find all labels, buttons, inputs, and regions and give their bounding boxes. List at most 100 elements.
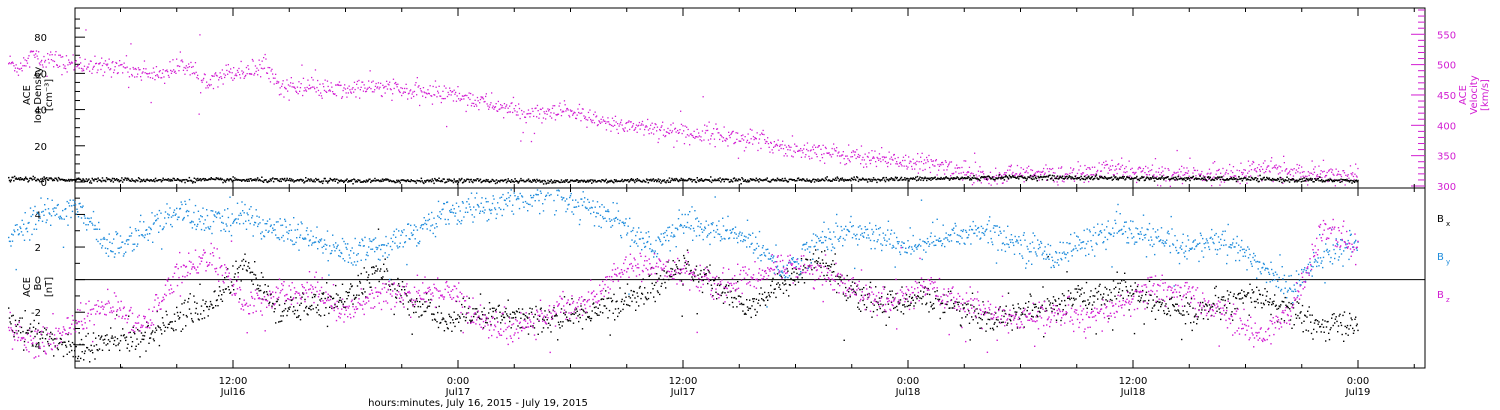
bx-point	[875, 286, 877, 288]
bx-point	[569, 303, 571, 306]
velocity-point	[524, 116, 526, 118]
bx-point	[683, 254, 685, 257]
bx-point	[782, 282, 784, 284]
velocity-point	[202, 79, 204, 81]
density-point	[287, 179, 289, 181]
velocity-point	[302, 94, 304, 97]
density-point	[1262, 177, 1265, 179]
density-point	[1234, 178, 1237, 180]
bx-point	[980, 327, 983, 329]
bx-point	[857, 306, 859, 308]
bx-point	[123, 334, 125, 336]
velocity-point	[406, 87, 408, 90]
density-point	[256, 178, 258, 181]
density-point	[1165, 177, 1168, 179]
velocity-point	[125, 55, 128, 57]
velocity-point	[687, 128, 689, 131]
velocity-point	[44, 59, 47, 62]
density-point	[1200, 178, 1202, 181]
bx-point	[855, 293, 857, 295]
velocity-point	[109, 69, 111, 71]
velocity-point	[1259, 170, 1261, 172]
density-point	[586, 180, 588, 183]
density-point	[766, 177, 768, 179]
velocity-point	[547, 108, 549, 110]
density-point	[145, 179, 147, 181]
density-point	[418, 180, 421, 182]
velocity-point	[769, 151, 771, 153]
velocity-point	[122, 72, 124, 74]
velocity-point	[738, 140, 740, 142]
velocity-point	[1055, 176, 1058, 178]
density-point	[1079, 179, 1082, 181]
velocity-point	[800, 148, 802, 150]
velocity-point	[515, 105, 517, 107]
density-point	[1164, 176, 1167, 179]
density-point	[383, 178, 385, 181]
velocity-point	[1028, 165, 1030, 167]
density-point	[858, 178, 860, 181]
velocity-point	[702, 96, 704, 98]
density-point	[437, 180, 439, 182]
density-point	[157, 179, 159, 182]
bx-point	[503, 316, 505, 319]
density-point	[1018, 178, 1020, 180]
bx-point	[830, 266, 832, 268]
density-point	[964, 177, 966, 179]
velocity-point	[43, 55, 45, 58]
velocity-point	[696, 128, 698, 130]
velocity-point	[74, 67, 76, 69]
velocity-point	[554, 119, 557, 121]
density-point	[475, 179, 477, 182]
density-point	[714, 178, 716, 181]
bx-point	[437, 326, 440, 329]
velocity-point	[21, 70, 23, 72]
bx-point	[267, 285, 269, 287]
velocity-point	[758, 142, 760, 144]
density-point	[724, 178, 726, 181]
velocity-point	[341, 97, 343, 99]
velocity-point	[266, 72, 269, 74]
velocity-point	[199, 34, 201, 36]
bx-point	[518, 308, 520, 310]
velocity-point	[117, 72, 119, 74]
bx-point	[171, 321, 173, 323]
velocity-point	[785, 146, 788, 148]
velocity-point	[918, 161, 920, 163]
bx-point	[191, 320, 194, 322]
velocity-point	[1252, 160, 1254, 163]
density-point	[378, 180, 380, 182]
bx-point	[926, 302, 928, 304]
velocity-point	[1307, 171, 1309, 173]
velocity-point	[974, 161, 977, 163]
density-point	[34, 176, 36, 179]
velocity-point	[662, 121, 664, 123]
bx-point	[239, 264, 242, 267]
density-point	[985, 178, 988, 180]
bx-point	[686, 249, 689, 251]
density-point	[318, 180, 320, 183]
density-point	[893, 178, 895, 180]
velocity-point	[239, 74, 241, 76]
bx-point	[436, 321, 438, 323]
velocity-point	[579, 112, 581, 115]
bx-point	[699, 273, 701, 275]
velocity-point	[1192, 172, 1194, 174]
velocity-point	[520, 140, 522, 142]
density-point	[1131, 178, 1134, 180]
density-point	[525, 180, 527, 183]
velocity-point	[605, 129, 608, 131]
density-point	[204, 178, 207, 180]
velocity-point	[976, 176, 978, 178]
density-point	[1124, 179, 1126, 181]
bx-point	[173, 329, 175, 332]
density-point	[1136, 178, 1139, 181]
bx-point	[847, 297, 849, 299]
velocity-point	[829, 154, 831, 156]
velocity-point	[1057, 184, 1059, 186]
bx-point	[633, 291, 635, 293]
velocity-point	[576, 114, 578, 116]
bx-point	[347, 291, 349, 294]
bx-point	[990, 313, 992, 315]
velocity-point	[932, 164, 934, 166]
